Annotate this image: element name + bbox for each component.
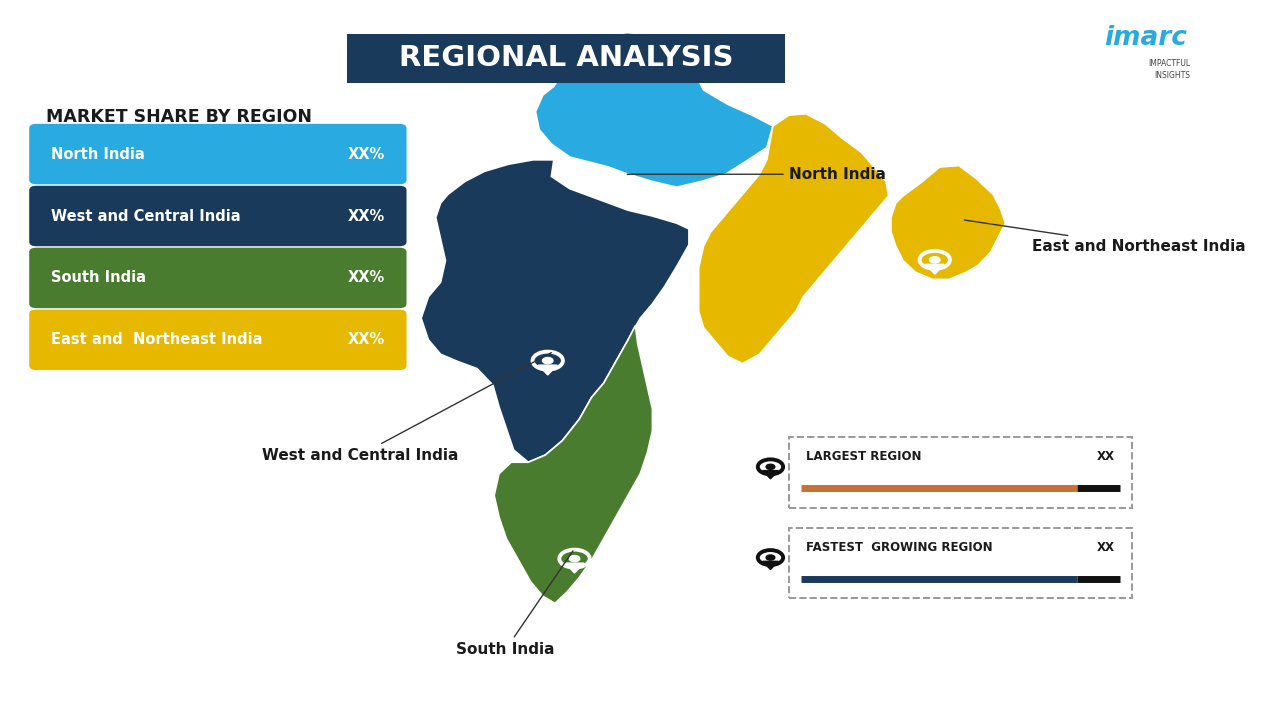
- Text: North India: North India: [627, 167, 886, 181]
- Text: South India: South India: [51, 271, 146, 285]
- Circle shape: [929, 257, 940, 263]
- Polygon shape: [535, 32, 773, 187]
- Polygon shape: [616, 189, 634, 199]
- Text: XX%: XX%: [347, 209, 384, 223]
- Text: REGIONAL ANALYSIS: REGIONAL ANALYSIS: [399, 45, 733, 72]
- Text: South India: South India: [457, 551, 573, 657]
- Text: West and Central India: West and Central India: [261, 353, 552, 462]
- Polygon shape: [891, 166, 1005, 279]
- FancyBboxPatch shape: [29, 310, 407, 370]
- Text: LARGEST REGION: LARGEST REGION: [805, 450, 922, 463]
- Polygon shape: [566, 563, 584, 573]
- Circle shape: [543, 358, 553, 364]
- FancyBboxPatch shape: [788, 437, 1132, 508]
- FancyBboxPatch shape: [29, 186, 407, 246]
- Text: XX%: XX%: [347, 271, 384, 285]
- Polygon shape: [763, 562, 778, 570]
- Circle shape: [620, 181, 630, 187]
- Circle shape: [570, 556, 580, 562]
- Circle shape: [765, 464, 774, 469]
- Text: XX: XX: [1097, 541, 1115, 554]
- FancyBboxPatch shape: [29, 124, 407, 184]
- Polygon shape: [421, 160, 689, 462]
- Polygon shape: [539, 365, 557, 375]
- Text: imarc: imarc: [1103, 25, 1187, 51]
- Text: MARKET SHARE BY REGION: MARKET SHARE BY REGION: [46, 108, 312, 126]
- Text: East and Northeast India: East and Northeast India: [964, 220, 1245, 253]
- Polygon shape: [763, 471, 778, 479]
- Text: XX%: XX%: [347, 147, 384, 161]
- Polygon shape: [699, 114, 888, 364]
- FancyBboxPatch shape: [788, 528, 1132, 598]
- Polygon shape: [494, 325, 653, 603]
- Text: FASTEST  GROWING REGION: FASTEST GROWING REGION: [805, 541, 992, 554]
- Polygon shape: [925, 264, 945, 274]
- Text: West and Central India: West and Central India: [51, 209, 241, 223]
- Text: XX%: XX%: [347, 333, 384, 347]
- Text: XX: XX: [1097, 450, 1115, 463]
- Text: East and  Northeast India: East and Northeast India: [51, 333, 262, 347]
- Circle shape: [765, 555, 774, 560]
- FancyBboxPatch shape: [29, 248, 407, 308]
- Text: North India: North India: [51, 147, 145, 161]
- FancyBboxPatch shape: [347, 34, 785, 83]
- Text: IMPACTFUL
INSIGHTS: IMPACTFUL INSIGHTS: [1148, 59, 1190, 80]
